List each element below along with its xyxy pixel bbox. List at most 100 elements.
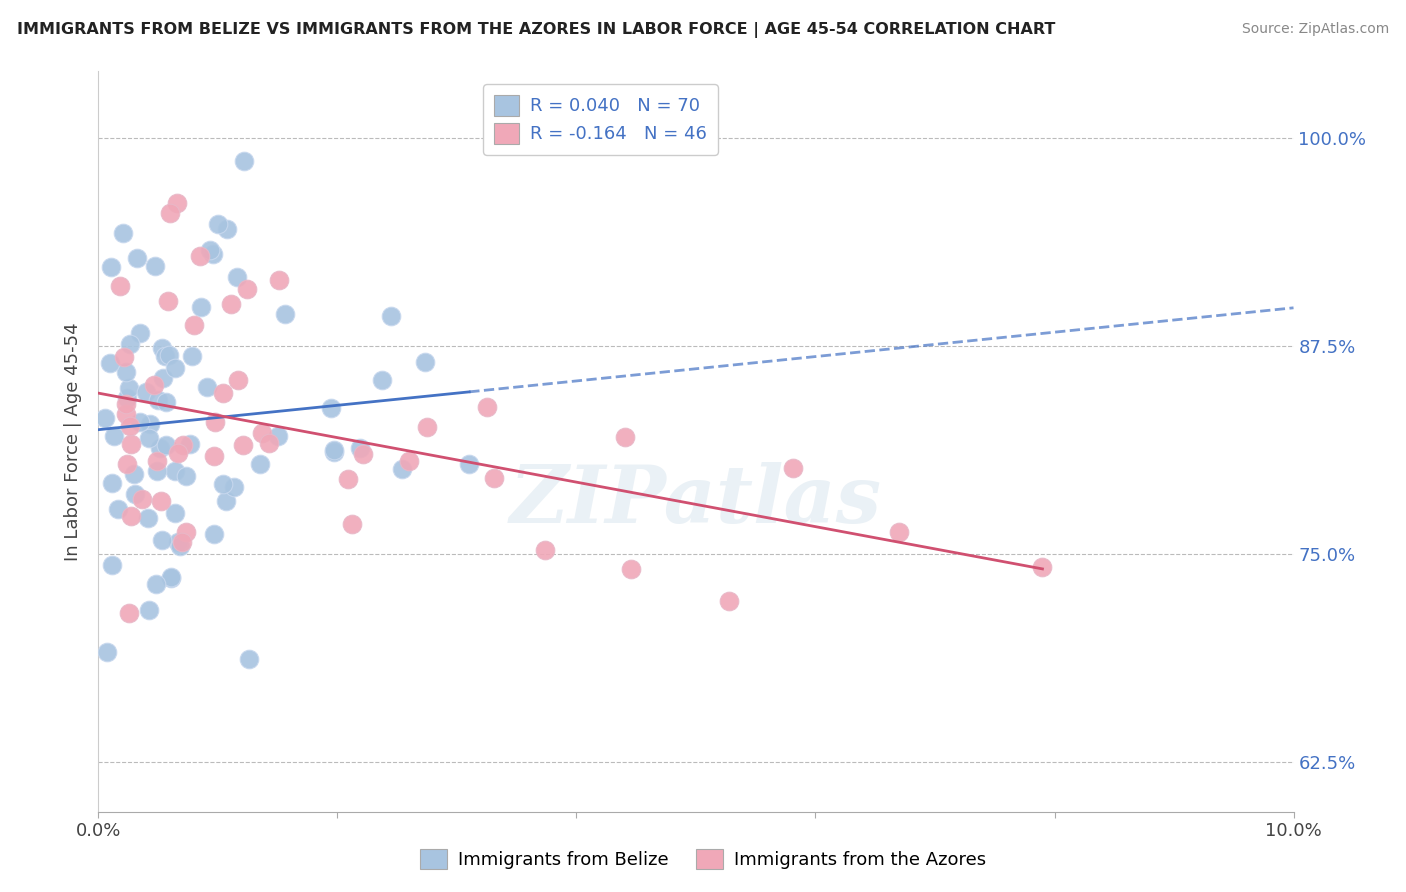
Point (100, 558, 122, 572)
Point (190, 301, 212, 315)
Legend: Immigrants from Belize, Immigrants from the Azores: Immigrants from Belize, Immigrants from … (411, 839, 995, 879)
Point (120, 508, 142, 523)
Point (238, 652, 260, 666)
Point (165, 360, 187, 375)
Point (135, 385, 157, 400)
Point (145, 577, 167, 591)
Point (98, 356, 121, 370)
Point (322, 442, 344, 457)
Point (157, 348, 180, 362)
Point (170, 535, 193, 549)
Point (155, 395, 177, 409)
Point (100, 260, 122, 274)
Point (195, 379, 218, 393)
Point (202, 527, 225, 541)
Point (107, 502, 129, 516)
Text: Source: ZipAtlas.com: Source: ZipAtlas.com (1241, 22, 1389, 37)
Point (413, 355, 436, 369)
Point (128, 415, 150, 429)
Point (619, 562, 641, 576)
Point (146, 464, 169, 478)
Point (202, 247, 225, 261)
Point (222, 480, 245, 494)
Y-axis label: In Labor Force | Age 45-54: In Labor Force | Age 45-54 (65, 322, 83, 561)
Point (146, 393, 169, 408)
Text: IMMIGRANTS FROM BELIZE VS IMMIGRANTS FROM THE AZORES IN LABOR FORCE | AGE 45-54 : IMMIGRANTS FROM BELIZE VS IMMIGRANTS FRO… (17, 22, 1056, 38)
Point (114, 396, 136, 410)
Legend: R = 0.040   N = 70, R = -0.164   N = 46: R = 0.040 N = 70, R = -0.164 N = 46 (484, 84, 717, 154)
Point (96, 645, 118, 659)
Point (416, 420, 439, 434)
Point (349, 441, 371, 455)
Point (319, 401, 342, 415)
Point (482, 471, 505, 485)
Point (613, 430, 636, 444)
Point (150, 341, 173, 355)
Point (198, 244, 221, 258)
Point (259, 436, 281, 450)
Point (155, 438, 177, 452)
Text: ZIPatlas: ZIPatlas (510, 462, 882, 540)
Point (153, 349, 176, 363)
Point (167, 534, 190, 549)
Point (226, 373, 249, 387)
Point (156, 293, 179, 308)
Point (118, 606, 141, 620)
Point (125, 251, 148, 265)
Point (112, 351, 135, 365)
Point (235, 282, 257, 296)
Point (352, 446, 374, 460)
Point (323, 444, 346, 458)
Point (176, 524, 198, 539)
Point (232, 438, 254, 452)
Point (118, 419, 141, 434)
Point (217, 222, 239, 236)
Point (342, 517, 364, 532)
Point (152, 371, 174, 385)
Point (108, 279, 131, 293)
Point (129, 326, 152, 341)
Point (118, 337, 141, 351)
Point (101, 476, 124, 491)
Point (458, 458, 481, 472)
Point (174, 468, 197, 483)
Point (274, 307, 297, 321)
Point (115, 457, 138, 471)
Point (233, 153, 256, 168)
Point (146, 454, 169, 468)
Point (131, 491, 153, 506)
Point (112, 226, 135, 240)
Point (889, 525, 911, 540)
Point (172, 438, 194, 452)
Point (380, 309, 402, 323)
Point (149, 494, 172, 508)
Point (167, 446, 190, 460)
Point (179, 436, 201, 450)
Point (124, 487, 146, 501)
Point (138, 602, 160, 616)
Point (160, 571, 183, 585)
Point (117, 392, 139, 406)
Point (249, 458, 271, 472)
Point (103, 429, 125, 443)
Point (475, 401, 498, 415)
Point (124, 467, 146, 481)
Point (150, 533, 173, 547)
Point (138, 431, 160, 445)
Point (181, 349, 204, 363)
Point (204, 415, 226, 429)
Point (215, 493, 238, 508)
Point (371, 373, 394, 387)
Point (398, 454, 420, 468)
Point (534, 542, 557, 557)
Point (159, 570, 181, 584)
Point (267, 273, 290, 287)
Point (120, 437, 142, 451)
Point (782, 460, 804, 475)
Point (159, 206, 181, 220)
Point (211, 477, 233, 491)
Point (1031, 559, 1053, 574)
Point (118, 381, 141, 395)
Point (219, 297, 242, 311)
Point (143, 378, 166, 392)
